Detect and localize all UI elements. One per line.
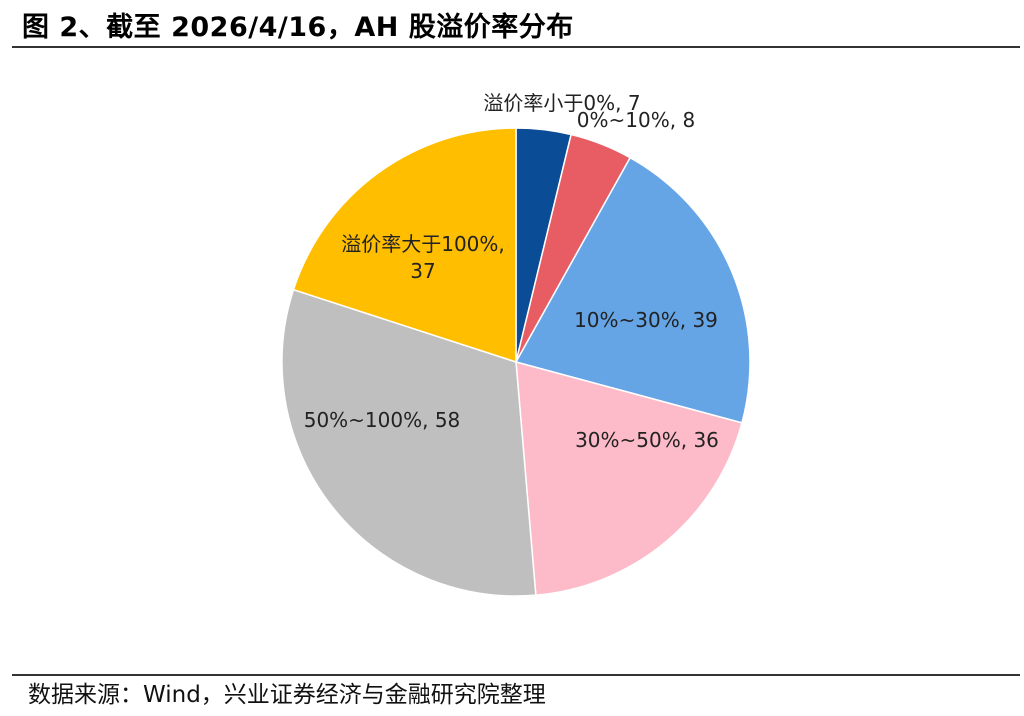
slice-label-line: 溢价率大于100%, bbox=[341, 232, 505, 256]
source-divider bbox=[12, 674, 1020, 676]
slice-label-4: 30%~50%, 36 bbox=[575, 428, 719, 452]
figure-title: 图 2、截至 2026/4/16，AH 股溢价率分布 bbox=[22, 12, 574, 43]
slice-label-2: 0%~10%, 8 bbox=[577, 108, 695, 132]
slice-label-5: 50%~100%, 58 bbox=[304, 408, 461, 432]
slice-label-line: 37 bbox=[410, 259, 435, 283]
source-note: 数据来源：Wind，兴业证券经济与金融研究院整理 bbox=[28, 682, 546, 708]
pie-slice-3 bbox=[514, 156, 751, 424]
slice-label-1: 溢价率小于0%, 7 bbox=[483, 91, 640, 115]
slice-label-6: 溢价率大于100%, 37 bbox=[341, 232, 505, 283]
pie-slice-6 bbox=[292, 127, 517, 364]
pie-slice-4 bbox=[515, 360, 743, 596]
pie-slice-5 bbox=[281, 288, 537, 597]
slice-label-3: 10%~30%, 39 bbox=[574, 308, 718, 332]
title-divider bbox=[12, 46, 1020, 48]
